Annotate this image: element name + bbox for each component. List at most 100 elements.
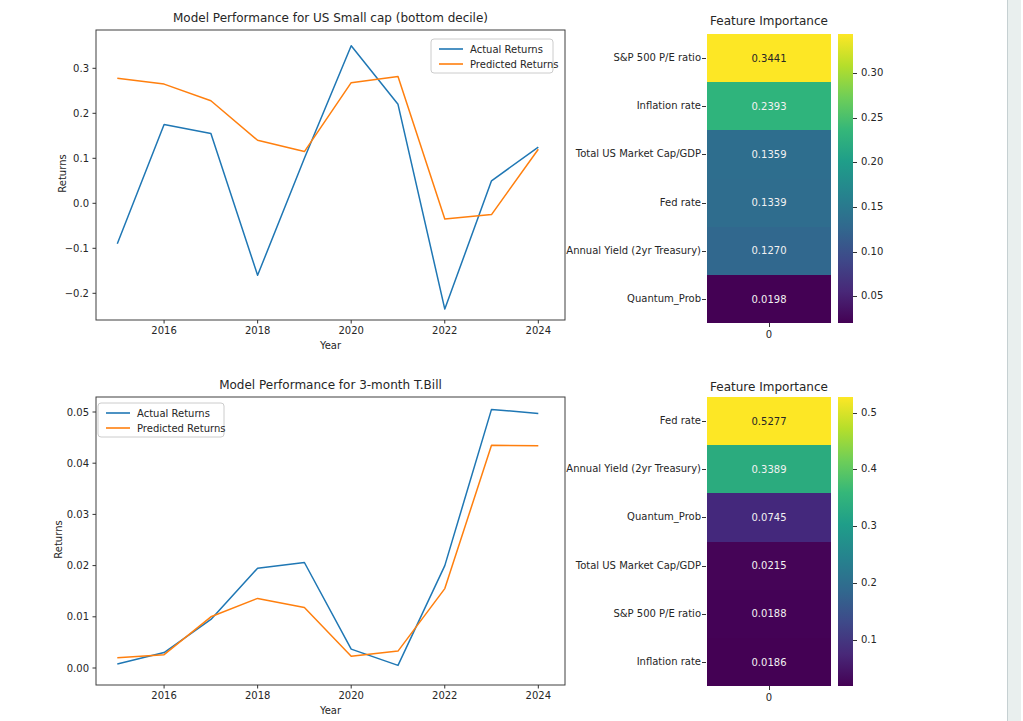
colorbar-tick-mark bbox=[853, 73, 857, 74]
y-tick-mark bbox=[702, 421, 706, 422]
heatmap-row-label: Inflation rate bbox=[501, 655, 701, 669]
heatmap-cell: 0.0745 bbox=[707, 493, 831, 542]
heatmap-row-label: S&P 500 P/E ratio bbox=[501, 51, 701, 65]
colorbar-tick-mark bbox=[853, 296, 857, 297]
x-tick-label: 2020 bbox=[338, 690, 363, 701]
heatmap-cell: 0.2393 bbox=[707, 82, 831, 131]
heatmap-cell: 0.5277 bbox=[707, 397, 831, 446]
heatmap-cell-value: 0.3441 bbox=[752, 53, 787, 64]
colorbar-tick-label: 0.2 bbox=[861, 577, 877, 589]
chart1-title: Model Performance for US Small cap (bott… bbox=[96, 11, 565, 25]
x-tick-label: 2022 bbox=[432, 325, 457, 336]
y-tick-mark bbox=[702, 662, 706, 663]
x-tick-label: 2022 bbox=[432, 690, 457, 701]
heatmap-cell-value: 0.0745 bbox=[752, 512, 787, 523]
heatmap-cell-value: 0.0198 bbox=[752, 294, 787, 305]
chart1-ylabel: Returns bbox=[57, 144, 68, 204]
heatmap-cell: 0.3441 bbox=[707, 34, 831, 83]
x-tick-mark bbox=[769, 323, 770, 327]
series-line-predicted-returns bbox=[117, 445, 538, 658]
heatmap-cell: 0.1339 bbox=[707, 179, 831, 228]
y-tick-label: 0.01 bbox=[67, 611, 89, 622]
heatmap-cell: 0.1270 bbox=[707, 227, 831, 276]
y-tick-mark bbox=[702, 154, 706, 155]
chart2-title: Model Performance for 3-month T.Bill bbox=[96, 378, 565, 392]
colorbar bbox=[838, 397, 853, 686]
heatmap-row-label: Quantum_Prob bbox=[501, 292, 701, 306]
colorbar-tick-mark bbox=[853, 469, 857, 470]
legend-label: Actual Returns bbox=[137, 408, 210, 419]
heatmap-row-label: Total US Market Cap/GDP bbox=[501, 559, 701, 573]
colorbar-tick-label: 0.15 bbox=[861, 201, 883, 213]
y-tick-mark bbox=[702, 469, 706, 470]
colorbar-tick-mark bbox=[853, 252, 857, 253]
x-tick-label: 0 bbox=[759, 329, 779, 340]
legend: Actual ReturnsPredicted Returns bbox=[98, 403, 226, 437]
y-tick-mark bbox=[702, 251, 706, 252]
x-tick-label: 2020 bbox=[338, 325, 363, 336]
x-tick-mark bbox=[769, 686, 770, 690]
colorbar-tick-mark bbox=[853, 526, 857, 527]
x-tick-label: 2018 bbox=[245, 325, 270, 336]
x-tick-label: 2018 bbox=[245, 690, 270, 701]
colorbar-tick-label: 0.5 bbox=[861, 407, 877, 419]
x-tick-label: 2016 bbox=[151, 325, 176, 336]
line-chart: 2016 2018 2020 2022 2024 0.3 0.2 0.1 0.0 −0.1 −0.2… bbox=[65, 30, 565, 336]
colorbar-tick-mark bbox=[853, 413, 857, 414]
y-tick-label: 0.2 bbox=[73, 108, 89, 119]
heatmap2-title: Feature Importance bbox=[669, 380, 869, 394]
heatmap-row-label: Total US Market Cap/GDP bbox=[501, 147, 701, 161]
y-tick-label: 0.02 bbox=[67, 560, 89, 571]
colorbar-tick-mark bbox=[853, 207, 857, 208]
y-tick-label: 0.0 bbox=[73, 198, 89, 209]
heatmap-row-label: Quantum_Prob bbox=[501, 510, 701, 524]
x-tick-label: 2016 bbox=[151, 690, 176, 701]
colorbar-tick-mark bbox=[853, 583, 857, 584]
y-tick-mark bbox=[702, 58, 706, 59]
y-tick-mark bbox=[702, 614, 706, 615]
colorbar-tick-label: 0.05 bbox=[861, 290, 883, 302]
y-tick-mark bbox=[702, 203, 706, 204]
colorbar-tick-mark bbox=[853, 118, 857, 119]
heatmap-cell: 0.0215 bbox=[707, 542, 831, 591]
chart1-xlabel: Year bbox=[96, 340, 565, 351]
x-tick-label: 2024 bbox=[526, 325, 551, 336]
y-tick-label: 0.3 bbox=[73, 63, 89, 74]
heatmap-row-label: S&P 500 P/E ratio bbox=[501, 607, 701, 621]
colorbar-tick-mark bbox=[853, 162, 857, 163]
heatmap-cell-value: 0.0186 bbox=[752, 657, 787, 668]
colorbar-tick-label: 0.25 bbox=[861, 112, 883, 124]
scrollbar-track[interactable] bbox=[1007, 0, 1021, 721]
heatmap-cell-value: 0.1339 bbox=[752, 197, 787, 208]
heatmap-cell-value: 0.2393 bbox=[752, 101, 787, 112]
heatmap-cell: 0.1359 bbox=[707, 130, 831, 179]
y-tick-mark bbox=[702, 566, 706, 567]
y-tick-label: 0.1 bbox=[73, 153, 89, 164]
heatmap-row-label: Inflation rate bbox=[501, 99, 701, 113]
y-tick-label: 0.03 bbox=[67, 509, 89, 520]
heatmap-row-label: Annual Yield (2yr Treasury) bbox=[501, 462, 701, 476]
colorbar-tick-mark bbox=[853, 640, 857, 641]
heatmap-cell-value: 0.1359 bbox=[752, 149, 787, 160]
heatmap-cell: 0.0188 bbox=[707, 590, 831, 639]
colorbar-tick-label: 0.3 bbox=[861, 520, 877, 532]
y-tick-label: −0.1 bbox=[65, 243, 89, 254]
line-chart: 201620182020202220240.050.040.030.020.01… bbox=[67, 397, 565, 701]
y-tick-label: 0.00 bbox=[67, 663, 89, 674]
colorbar-tick-label: 0.10 bbox=[861, 246, 883, 258]
colorbar-tick-label: 0.30 bbox=[861, 67, 883, 79]
heatmap1-title: Feature Importance bbox=[669, 14, 869, 28]
heatmap-row-label: Annual Yield (2yr Treasury) bbox=[501, 244, 701, 258]
heatmap-cell-value: 0.0188 bbox=[752, 608, 787, 619]
y-tick-mark bbox=[702, 517, 706, 518]
x-tick-label: 0 bbox=[759, 692, 779, 703]
heatmap-row-label: Fed rate bbox=[501, 196, 701, 210]
y-tick-mark bbox=[702, 106, 706, 107]
heatmap-cell-value: 0.1270 bbox=[752, 245, 787, 256]
series-line-predicted-returns bbox=[117, 76, 538, 219]
y-tick-label: −0.2 bbox=[65, 288, 89, 299]
heatmap-cell-value: 0.0215 bbox=[752, 560, 787, 571]
chart2-xlabel: Year bbox=[96, 705, 565, 716]
y-tick-label: 0.04 bbox=[67, 458, 89, 469]
y-tick-mark bbox=[702, 299, 706, 300]
